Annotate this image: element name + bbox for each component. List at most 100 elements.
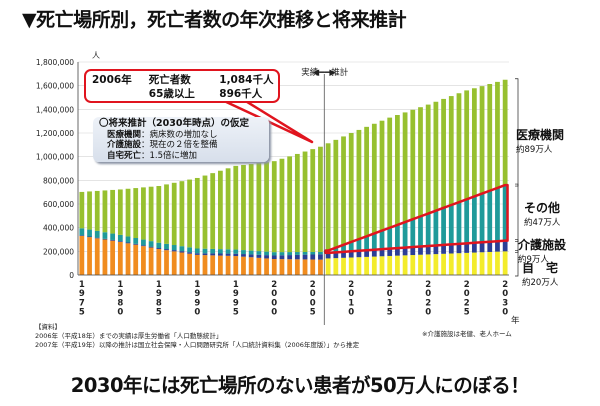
bar-segment-care [141, 245, 146, 247]
bar-2017 [402, 112, 408, 275]
source-heading: 【資料】 [35, 323, 61, 331]
bar-segment-home [448, 253, 454, 275]
bar-segment-other [287, 252, 293, 256]
bar-2024 [456, 93, 462, 275]
y-tick-label: 1,200,000 [36, 129, 74, 138]
bar-segment-home [310, 259, 316, 275]
divider-arrow: ◀━━▶ [313, 68, 337, 78]
bar-segment-care [102, 238, 108, 240]
bar-segment-care [395, 248, 400, 256]
bar-1979 [110, 189, 116, 275]
bar-segment-medical [117, 189, 123, 235]
bar-2010 [348, 133, 354, 275]
category-care-name: 介護施設 [518, 238, 567, 252]
bar-segment-medical [441, 98, 446, 208]
y-tick-label: 0 [69, 271, 74, 280]
bar-segment-home [341, 257, 346, 275]
bar-segment-home [233, 256, 239, 275]
bar-segment-home [94, 238, 100, 275]
bar-segment-medical [495, 81, 500, 188]
bar-segment-home [318, 259, 323, 275]
bar-segment-care [495, 241, 500, 252]
bar-segment-care [302, 254, 308, 260]
bar-segment-other [379, 230, 385, 250]
callout-empty [92, 87, 149, 101]
bar-segment-home [456, 253, 462, 275]
bar-segment-medical [487, 84, 493, 191]
bar-segment-care [318, 254, 323, 260]
bar-segment-home [217, 255, 223, 275]
assumption-heading: 〇将来推計（2030年時点）の仮定 [99, 118, 249, 129]
bar-segment-care [325, 252, 331, 259]
bar-1996 [241, 164, 246, 275]
bar-segment-other [148, 241, 154, 247]
bar-segment-home [402, 255, 408, 275]
bar-2000 [271, 161, 277, 275]
assumption-key: 医療機関 [107, 129, 142, 140]
bar-2008 [333, 139, 339, 275]
projection-frame [324, 183, 509, 255]
assumption-value: ：1.5倍に増加 [141, 150, 198, 161]
bar-segment-other [402, 222, 408, 248]
bar-segment-home [117, 241, 123, 275]
bar-segment-medical [325, 143, 331, 251]
category-other-count: 約47万人 [524, 218, 561, 228]
bar-segment-other [479, 193, 485, 243]
bar-segment-medical [456, 93, 462, 203]
bar-segment-home [425, 254, 431, 275]
bar-2025 [464, 90, 470, 275]
bar-1999 [264, 162, 269, 275]
bar-1997 [248, 164, 254, 275]
bar-2002 [287, 156, 293, 275]
bar-segment-medical [217, 170, 223, 250]
bar-segment-other [487, 190, 493, 242]
bar-1989 [187, 179, 192, 275]
bar-segment-care [217, 253, 223, 256]
bar-segment-home [225, 255, 231, 275]
bar-segment-home [441, 253, 446, 275]
bar-segment-medical [395, 115, 400, 225]
bar-1977 [94, 190, 100, 275]
bar-1976 [87, 191, 92, 275]
bar-1981 [125, 188, 131, 275]
bar-segment-care [287, 255, 293, 260]
bar-segment-home [79, 235, 85, 275]
bar-segment-other [110, 233, 116, 240]
bar-segment-other [194, 248, 200, 254]
bar-segment-medical [241, 164, 246, 251]
category-home-count: 約20万人 [522, 278, 559, 288]
y-tick-label: 1,800,000 [36, 58, 74, 67]
bar-segment-medical [171, 182, 177, 246]
bar-segment-other [448, 204, 454, 245]
bar-segment-home [187, 253, 192, 275]
bar-segment-home [133, 244, 139, 275]
bar-2013 [371, 123, 377, 275]
bar-2020 [425, 104, 431, 275]
bar-2029 [495, 81, 500, 275]
source-line: 2007年（平成19年）以降の推計は国立社会保障・人口問題研究所「人口統計資料集… [35, 341, 360, 349]
bar-segment-medical [233, 165, 239, 250]
bar-segment-home [364, 256, 370, 275]
bar-segment-other [456, 202, 462, 244]
bar-segment-medical [341, 136, 346, 245]
bar-segment-other [271, 252, 277, 256]
bar-segment-care [87, 236, 92, 238]
bar-segment-other [133, 238, 139, 244]
bar-segment-home [395, 255, 400, 275]
x-unit-label: 年 [511, 315, 520, 326]
bracket-medical [515, 78, 519, 187]
bar-segment-other [225, 249, 231, 254]
bar-segment-medical [425, 104, 431, 214]
bar-segment-medical [141, 187, 146, 240]
source-notes: 【資料】 2006年（平成18年）までの実績は厚生労働省「人口動態統計」 200… [35, 323, 359, 350]
callout-year: 2006年 [92, 74, 132, 86]
bar-segment-home [210, 255, 216, 275]
bar-2018 [410, 109, 416, 275]
bar-2003 [294, 153, 300, 275]
bar-segment-home [87, 237, 92, 275]
bar-segment-care [441, 244, 446, 254]
bar-segment-other [241, 250, 246, 255]
